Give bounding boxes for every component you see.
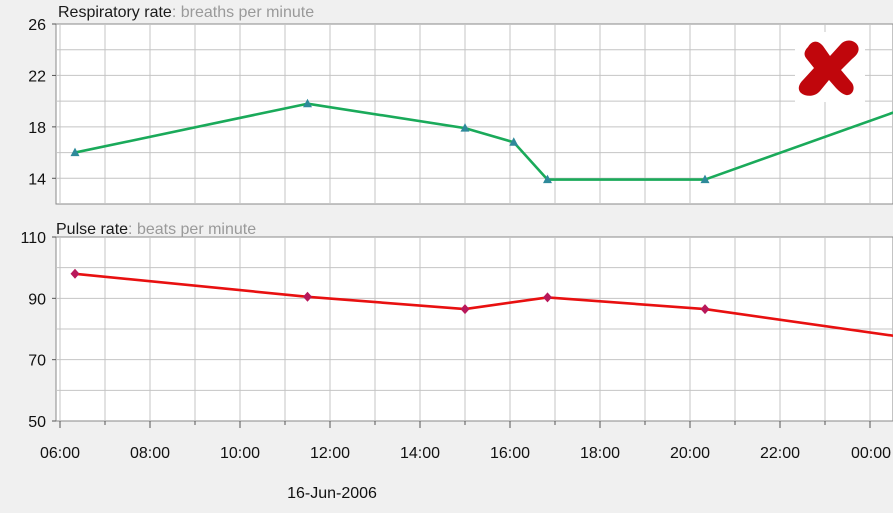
x-tick-label: 20:00 bbox=[670, 445, 710, 462]
pulse-title: Pulse rate: beats per minute bbox=[56, 221, 256, 238]
pulse-subtitle: : beats per minute bbox=[128, 221, 256, 238]
x-tick-label: 12:00 bbox=[310, 445, 350, 462]
x-tick-label: 16:00 bbox=[490, 445, 530, 462]
pulse-y-ticks: 50 70 90 110 bbox=[20, 230, 56, 431]
y-tick-label: 90 bbox=[28, 291, 46, 308]
x-axis-date-label: 16-Jun-2006 bbox=[287, 485, 377, 502]
y-tick-label: 110 bbox=[20, 230, 46, 247]
x-tick-label: 08:00 bbox=[130, 445, 170, 462]
x-tick-label: 18:00 bbox=[580, 445, 620, 462]
respiratory-subtitle: : breaths per minute bbox=[172, 4, 314, 21]
x-tick-label: 14:00 bbox=[400, 445, 440, 462]
pulse-title-text: Pulse rate bbox=[56, 221, 128, 238]
x-tick-label: 06:00 bbox=[40, 445, 80, 462]
close-button[interactable] bbox=[795, 32, 865, 102]
y-tick-label: 50 bbox=[28, 414, 46, 431]
x-tick-label: 10:00 bbox=[220, 445, 260, 462]
y-tick-label: 70 bbox=[28, 353, 46, 370]
y-tick-label: 26 bbox=[28, 17, 46, 34]
y-tick-label: 14 bbox=[28, 171, 46, 188]
respiratory-title-text: Respiratory rate bbox=[58, 4, 172, 21]
respiratory-plot-area bbox=[56, 24, 893, 204]
x-tick-label: 00:00 bbox=[851, 445, 891, 462]
x-tick-label: 22:00 bbox=[760, 445, 800, 462]
respiratory-panel: 14 18 22 26 Respiratory rate: breaths per m… bbox=[28, 4, 893, 204]
respiratory-y-ticks: 14 18 22 26 bbox=[28, 17, 56, 188]
pulse-panel: 50 70 90 110 Pulse rate: beats per minute bbox=[20, 221, 893, 431]
y-tick-label: 22 bbox=[28, 68, 46, 85]
respiratory-title: Respiratory rate: breaths per minute bbox=[58, 4, 314, 21]
y-tick-label: 18 bbox=[28, 120, 46, 137]
x-axis: 06:00 08:00 10:00 12:00 14:00 16:00 18:00 20:00… bbox=[40, 421, 891, 462]
